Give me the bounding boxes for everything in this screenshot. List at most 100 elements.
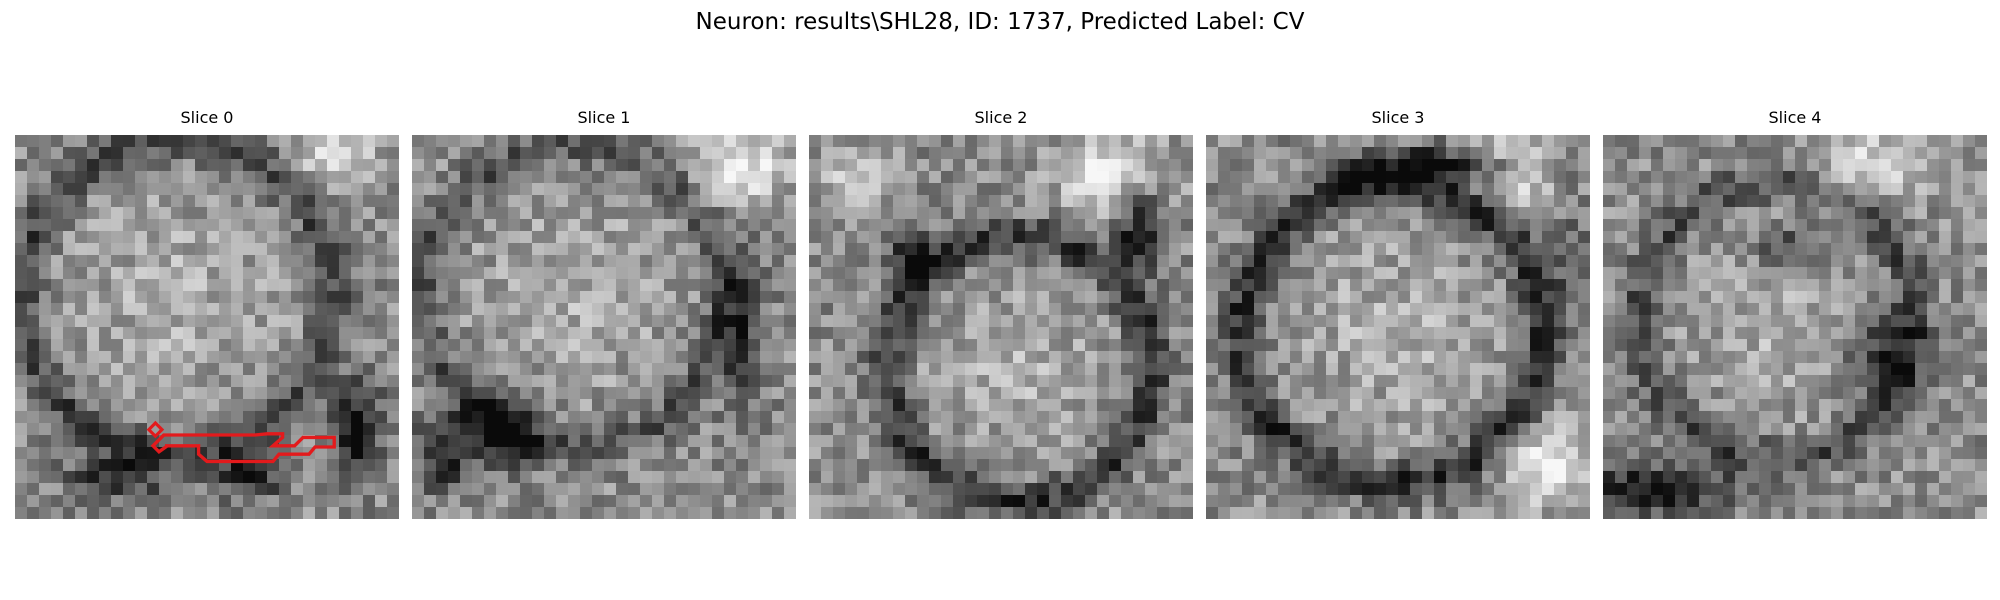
pixel — [1506, 495, 1519, 508]
pixel — [472, 507, 485, 519]
pixel — [652, 375, 665, 388]
pixel — [748, 495, 761, 508]
pixel — [1037, 423, 1050, 436]
pixel — [1085, 315, 1098, 328]
pixel — [941, 447, 954, 460]
pixel — [1903, 183, 1916, 196]
pixel — [1891, 363, 1904, 376]
pixel — [941, 507, 954, 519]
pixel — [1951, 375, 1964, 388]
pixel — [1566, 399, 1579, 412]
pixel — [1374, 411, 1387, 424]
pixel — [1915, 363, 1928, 376]
pixel — [219, 207, 232, 220]
pixel — [1218, 339, 1231, 352]
pixel — [231, 471, 244, 484]
pixel — [448, 255, 461, 268]
pixel — [484, 375, 497, 388]
pixel — [1386, 435, 1399, 448]
slice-image — [15, 135, 399, 519]
pixel — [171, 159, 184, 172]
pixel — [809, 387, 822, 400]
pixel — [387, 195, 399, 208]
pixel — [724, 387, 737, 400]
pixel — [989, 351, 1002, 364]
pixel — [628, 483, 641, 496]
pixel — [147, 219, 160, 232]
pixel — [652, 399, 665, 412]
pixel — [51, 267, 64, 280]
pixel — [881, 315, 894, 328]
pixel — [484, 363, 497, 376]
pixel — [544, 303, 557, 316]
pixel — [1001, 375, 1014, 388]
pixel — [1530, 303, 1543, 316]
pixel — [676, 183, 689, 196]
pixel — [544, 363, 557, 376]
pixel — [1711, 447, 1724, 460]
pixel — [1903, 315, 1916, 328]
pixel — [412, 171, 425, 184]
pixel — [1446, 507, 1459, 519]
pixel — [1073, 231, 1086, 244]
pixel — [1615, 363, 1628, 376]
pixel — [1338, 219, 1351, 232]
pixel — [1470, 207, 1483, 220]
pixel — [436, 339, 449, 352]
pixel — [1458, 351, 1471, 364]
pixel — [1723, 363, 1736, 376]
pixel — [556, 231, 569, 244]
pixel — [1085, 195, 1098, 208]
pixel — [63, 147, 76, 160]
pixel — [652, 507, 665, 519]
pixel — [123, 459, 136, 472]
pixel — [700, 411, 713, 424]
pixel — [664, 267, 677, 280]
pixel — [905, 315, 918, 328]
pixel — [387, 279, 399, 292]
pixel — [1723, 423, 1736, 436]
pixel — [712, 303, 725, 316]
pixel — [977, 435, 990, 448]
pixel — [1362, 339, 1375, 352]
pixel — [568, 375, 581, 388]
pixel — [724, 135, 737, 148]
pixel — [1482, 171, 1495, 184]
pixel — [881, 195, 894, 208]
pixel — [1458, 339, 1471, 352]
pixel — [171, 171, 184, 184]
pixel — [941, 423, 954, 436]
pixel — [75, 459, 88, 472]
pixel — [640, 207, 653, 220]
pixel — [1314, 387, 1327, 400]
pixel — [1651, 267, 1664, 280]
pixel — [1542, 363, 1555, 376]
pixel — [460, 423, 473, 436]
pixel — [75, 219, 88, 232]
pixel — [809, 195, 822, 208]
pixel — [147, 207, 160, 220]
pixel — [496, 459, 509, 472]
pixel — [929, 219, 942, 232]
pixel — [905, 387, 918, 400]
pixel — [1795, 195, 1808, 208]
pixel — [1783, 423, 1796, 436]
pixel — [772, 207, 785, 220]
pixel — [544, 147, 557, 160]
pixel — [1458, 171, 1471, 184]
pixel — [508, 387, 521, 400]
pixel — [99, 351, 112, 364]
pixel — [917, 459, 930, 472]
pixel — [568, 147, 581, 160]
pixel — [592, 411, 605, 424]
pixel — [953, 231, 966, 244]
pixel — [195, 363, 208, 376]
pixel — [1097, 303, 1110, 316]
pixel — [1061, 255, 1074, 268]
pixel — [941, 339, 954, 352]
pixel — [724, 423, 737, 436]
pixel — [1651, 375, 1664, 388]
pixel — [1470, 435, 1483, 448]
pixel — [135, 171, 148, 184]
pixel — [1807, 231, 1820, 244]
